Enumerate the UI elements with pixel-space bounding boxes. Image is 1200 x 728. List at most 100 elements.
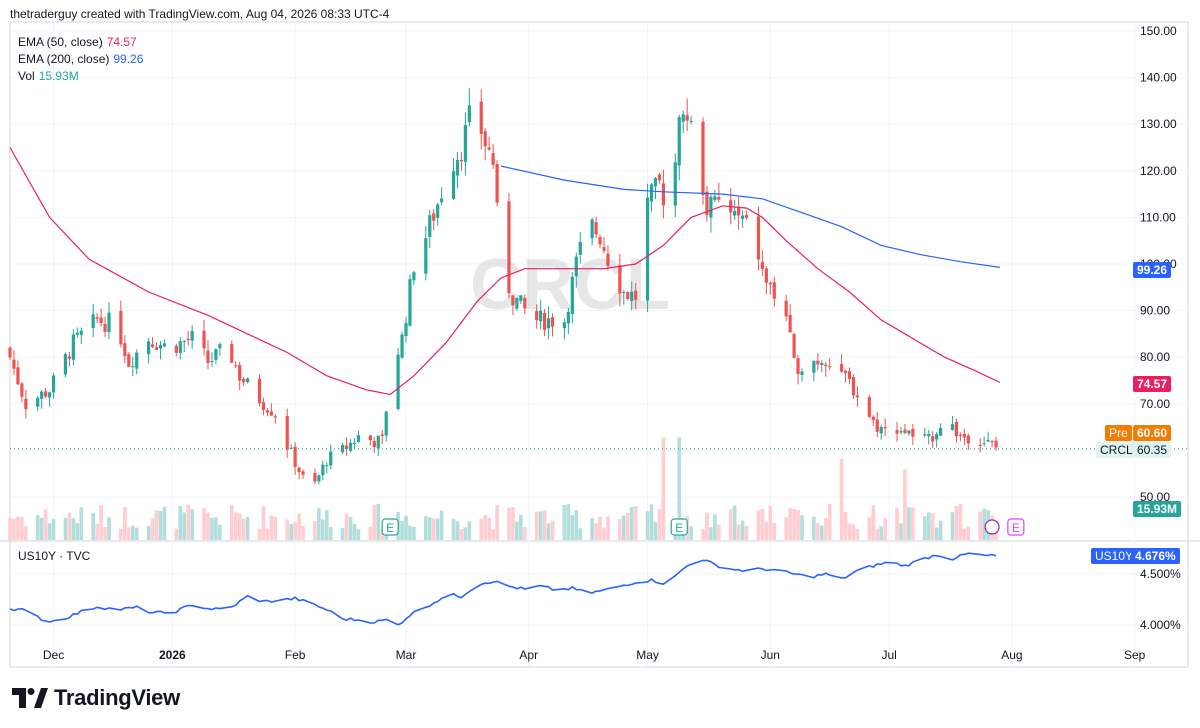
legend-ema50-label: EMA (50, close) (18, 35, 103, 49)
volume-bar (622, 515, 626, 540)
volume-bar (479, 518, 484, 540)
candle-body (578, 241, 582, 255)
legend-ema200[interactable]: EMA (200, close) 99.26 (18, 52, 143, 66)
legend-ema200-label: EMA (200, close) (18, 52, 110, 66)
volume-bar (35, 515, 40, 540)
legend-ema50[interactable]: EMA (50, close) 74.57 (18, 35, 137, 49)
candle-body (40, 391, 44, 399)
candle-body (855, 395, 860, 398)
volume-bar (412, 526, 416, 540)
volume-bar (467, 521, 472, 540)
volume-bar (491, 529, 495, 540)
candle-body (75, 332, 79, 335)
candle-body (657, 174, 662, 181)
candle-body (796, 358, 800, 375)
candle-body (705, 191, 709, 216)
volume-bar (431, 518, 436, 540)
volume-bar (317, 508, 321, 540)
volume-bar (71, 518, 76, 540)
candle-body (348, 442, 353, 451)
candle-body (273, 416, 277, 418)
price-tick-label: 110.00 (1140, 210, 1176, 224)
volume-bar (325, 510, 329, 540)
volume-bar (895, 508, 899, 540)
volume-bar (546, 523, 551, 540)
price-tick-label: 130.00 (1140, 117, 1177, 131)
candle-body (206, 350, 210, 363)
candle-body (321, 464, 325, 476)
candle-body (265, 410, 269, 413)
candle-body (911, 428, 915, 437)
volume-bar (43, 509, 48, 540)
symbol-watermark: CRCL (470, 245, 670, 325)
candle-body (966, 435, 970, 444)
volume-bar (883, 518, 887, 540)
volume-bar (958, 503, 963, 540)
candle-body (178, 341, 182, 354)
candle-body (20, 383, 24, 397)
candle-body (123, 343, 127, 357)
volume-bar (99, 504, 103, 540)
candle-body (851, 377, 856, 396)
candle-body (103, 323, 107, 332)
volume-bar (301, 525, 305, 540)
candle-body (630, 291, 634, 302)
volume-bar (816, 523, 820, 540)
legend-volume[interactable]: Vol 15.93M (18, 69, 79, 83)
volume-bar (178, 506, 183, 540)
us10y-legend[interactable]: US10Y · TVC (18, 549, 91, 563)
price-tick-label: 90.00 (1140, 304, 1170, 318)
last-price-tag: 60.35 (1133, 442, 1172, 458)
candle-body (242, 378, 246, 383)
candle-body (230, 344, 234, 363)
candle-body (677, 117, 681, 166)
volume-tag: 15.93M (1133, 501, 1182, 517)
candle-body (91, 314, 95, 329)
candle-body (210, 361, 214, 363)
candle-body (329, 451, 333, 466)
candle-body (162, 343, 167, 347)
volume-bar (269, 515, 274, 540)
candle-body (372, 440, 376, 448)
volume-bar (67, 512, 72, 540)
candle-body (71, 334, 75, 360)
price-tick-label: 70.00 (1140, 397, 1170, 411)
volume-bar (435, 518, 440, 540)
candle-body (626, 292, 630, 300)
volume-bar (507, 507, 511, 540)
volume-bar (245, 516, 250, 540)
candle-body (459, 159, 464, 162)
volume-bar (51, 519, 56, 540)
us10y-tick-label: 4.000% (1140, 618, 1181, 632)
candle-body (539, 310, 543, 322)
volume-bar (657, 508, 662, 540)
candle-body (847, 371, 852, 379)
candle-body (424, 238, 428, 274)
volume-bar (772, 522, 777, 540)
volume-bar (130, 525, 135, 540)
candle-body (990, 441, 994, 443)
volume-bar (934, 527, 939, 540)
candle-body (760, 262, 764, 269)
volume-bar (649, 504, 654, 540)
candle-body (269, 411, 273, 416)
volume-bar (800, 515, 804, 540)
candle-body (883, 427, 887, 429)
volume-bar (899, 523, 903, 540)
candle-body (622, 291, 626, 293)
premarket-label-tag: Pre (1105, 425, 1132, 441)
volume-bar (285, 519, 289, 540)
volume-bar (162, 506, 167, 540)
candle-body (432, 213, 436, 221)
volume-bar (182, 512, 187, 540)
candle-body (154, 347, 159, 350)
tradingview-logo[interactable]: TradingView (12, 685, 180, 711)
candle-body (939, 427, 943, 436)
candle-body (816, 360, 820, 365)
volume-bar (839, 458, 844, 540)
volume-bar (523, 526, 527, 540)
volume-bar (376, 503, 381, 540)
candle-body (400, 334, 404, 358)
volume-bar (875, 528, 880, 540)
